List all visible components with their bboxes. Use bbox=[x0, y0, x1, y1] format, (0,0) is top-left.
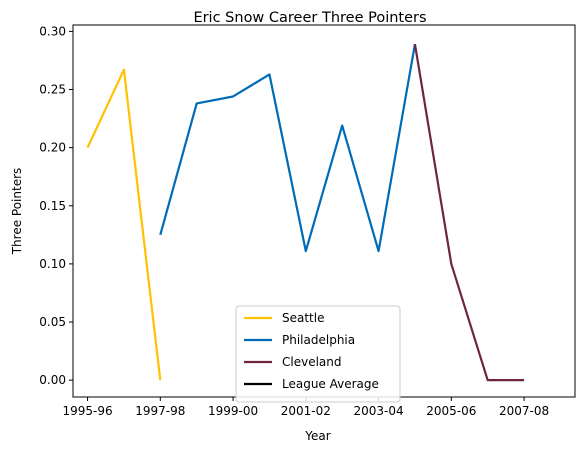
legend-label-philadelphia: Philadelphia bbox=[282, 333, 355, 347]
legend-label-seattle: Seattle bbox=[282, 311, 324, 325]
x-axis-label: Year bbox=[304, 429, 330, 443]
x-tick-label: 1995-96 bbox=[62, 404, 112, 418]
series-line-seattle bbox=[86, 68, 162, 381]
y-tick-label: 0.15 bbox=[39, 199, 66, 213]
x-tick-label: 2003-04 bbox=[353, 404, 403, 418]
y-tick-label: 0.25 bbox=[39, 83, 66, 97]
y-axis-label: Three Pointers bbox=[10, 168, 24, 256]
legend: Seattle Philadelphia Cleveland League Avera… bbox=[235, 305, 401, 403]
y-tick-label: 0.10 bbox=[39, 257, 66, 271]
x-tick-label: 1997-98 bbox=[135, 404, 185, 418]
x-tick-label: 2001-02 bbox=[281, 404, 331, 418]
legend-label-league-average: League Average bbox=[282, 377, 379, 391]
x-tick-label: 1999-00 bbox=[208, 404, 258, 418]
x-tick-label: 2007-08 bbox=[499, 404, 549, 418]
x-tick-label: 2005-06 bbox=[426, 404, 476, 418]
legend-frame bbox=[235, 305, 401, 403]
chart-title: Eric Snow Career Three Pointers bbox=[193, 10, 426, 26]
series-line-philadelphia bbox=[159, 43, 417, 253]
y-tick-label: 0.05 bbox=[39, 315, 66, 329]
y-tick-label: 0.00 bbox=[39, 373, 66, 387]
legend-label-cleveland: Cleveland bbox=[282, 355, 342, 369]
y-tick-label: 0.20 bbox=[39, 141, 66, 155]
series-line-cleveland bbox=[413, 44, 525, 382]
y-tick-label: 0.30 bbox=[39, 24, 66, 38]
